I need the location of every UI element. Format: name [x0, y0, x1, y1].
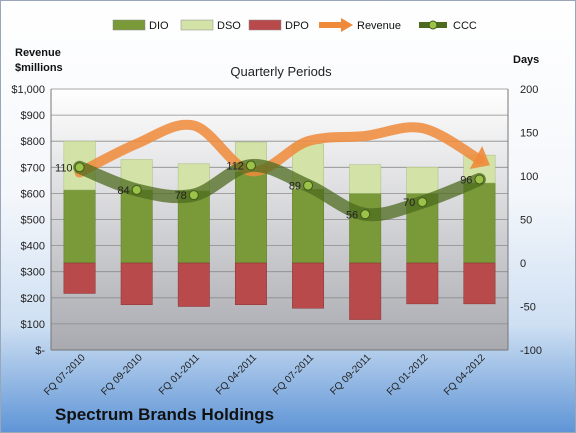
left-tick-label: $900: [21, 110, 45, 122]
left-tick-label: $300: [21, 267, 45, 279]
ccc-point: [474, 174, 485, 185]
dio-bar: [463, 182, 496, 264]
category-label: FQ 01-2011: [157, 352, 202, 397]
legend-ccc-marker: [428, 20, 438, 30]
category-label: FQ 09-2011: [328, 352, 373, 397]
legend-label: DPO: [285, 20, 309, 32]
legend-revenue-arrowhead: [341, 18, 353, 32]
legend-item-dio: DIO: [112, 19, 169, 32]
right-axis-title: Days: [513, 54, 539, 66]
right-tick-label: 150: [520, 128, 538, 140]
left-tick-label: $600: [21, 188, 45, 200]
legend-label: DSO: [217, 20, 241, 32]
dio-bar: [349, 193, 382, 264]
left-tick-label: $100: [21, 319, 45, 331]
left-tick-label: $200: [21, 293, 45, 305]
revenue-arrowhead: [469, 146, 490, 169]
ccc-data-label: 84: [117, 185, 129, 197]
dpo-bar: [177, 262, 210, 307]
ccc-point: [245, 160, 256, 171]
left-tick-label: $700: [21, 162, 45, 174]
legend-label: Revenue: [357, 20, 401, 32]
category-label: FQ 04-2011: [214, 352, 259, 397]
ccc-point: [131, 184, 142, 195]
dso-bar: [349, 164, 382, 194]
chart-title: Quarterly Periods: [230, 64, 332, 79]
company-name: Spectrum Brands Holdings: [55, 405, 275, 424]
left-tick-label: $-: [35, 345, 45, 357]
right-tick-label: 200: [520, 84, 538, 96]
right-tick-label: -100: [520, 345, 542, 357]
dpo-bar: [349, 262, 382, 320]
ccc-point: [303, 180, 314, 191]
category-label: FQ 07-2010: [42, 352, 88, 398]
category-label: FQ 07-2011: [271, 352, 316, 397]
category-label: FQ 01-2012: [385, 352, 431, 398]
legend-item-dso: DSO: [180, 19, 241, 32]
dpo-bar: [63, 262, 96, 294]
legend-swatch: [248, 19, 282, 31]
dpo-bar: [234, 262, 267, 306]
dso-bar: [177, 163, 210, 192]
dio-bar: [234, 171, 267, 264]
ccc-line: [73, 159, 486, 222]
ccc-data-label: 96: [460, 174, 472, 186]
category-label: FQ 04-2012: [442, 352, 488, 398]
ccc-point: [188, 190, 199, 201]
legend-item-revenue: Revenue: [319, 18, 401, 32]
left-tick-label: $1,000: [11, 84, 45, 96]
left-tick-label: $500: [21, 215, 45, 227]
legend-swatch: [112, 19, 146, 31]
ccc-point: [417, 197, 428, 208]
left-axis-title: Revenue: [15, 47, 61, 59]
dpo-bar: [463, 262, 496, 305]
dso-bar: [406, 167, 439, 194]
right-tick-label: 50: [520, 215, 532, 227]
ccc-point: [360, 209, 371, 220]
ccc-data-label: 112: [226, 161, 244, 173]
right-tick-label: 100: [520, 171, 538, 183]
dio-bar: [292, 188, 325, 264]
dpo-bar: [120, 262, 153, 306]
legend-label: DIO: [149, 20, 169, 32]
right-tick-label: 0: [520, 258, 526, 270]
dio-bar: [63, 189, 96, 264]
ccc-data-label: 78: [175, 190, 187, 202]
ccc-data-label: 70: [403, 197, 415, 209]
dpo-bar: [406, 262, 439, 305]
legend-item-ccc: CCC: [419, 20, 477, 32]
left-tick-label: $800: [21, 136, 45, 148]
ccc-data-label: 89: [289, 181, 301, 193]
legend-swatch: [180, 19, 214, 31]
ccc-point: [74, 162, 85, 173]
right-tick-label: -50: [520, 302, 536, 314]
ccc-data-label: 56: [346, 209, 358, 221]
dpo-bar: [292, 262, 325, 309]
legend-label: CCC: [453, 20, 477, 32]
left-tick-label: $400: [21, 241, 45, 253]
category-label: FQ 09-2010: [99, 352, 145, 398]
dio-bar: [120, 189, 153, 264]
legend-item-dpo: DPO: [248, 19, 309, 32]
left-axis-title-units: $millions: [15, 62, 63, 74]
ccc-data-label: 110: [55, 162, 73, 174]
